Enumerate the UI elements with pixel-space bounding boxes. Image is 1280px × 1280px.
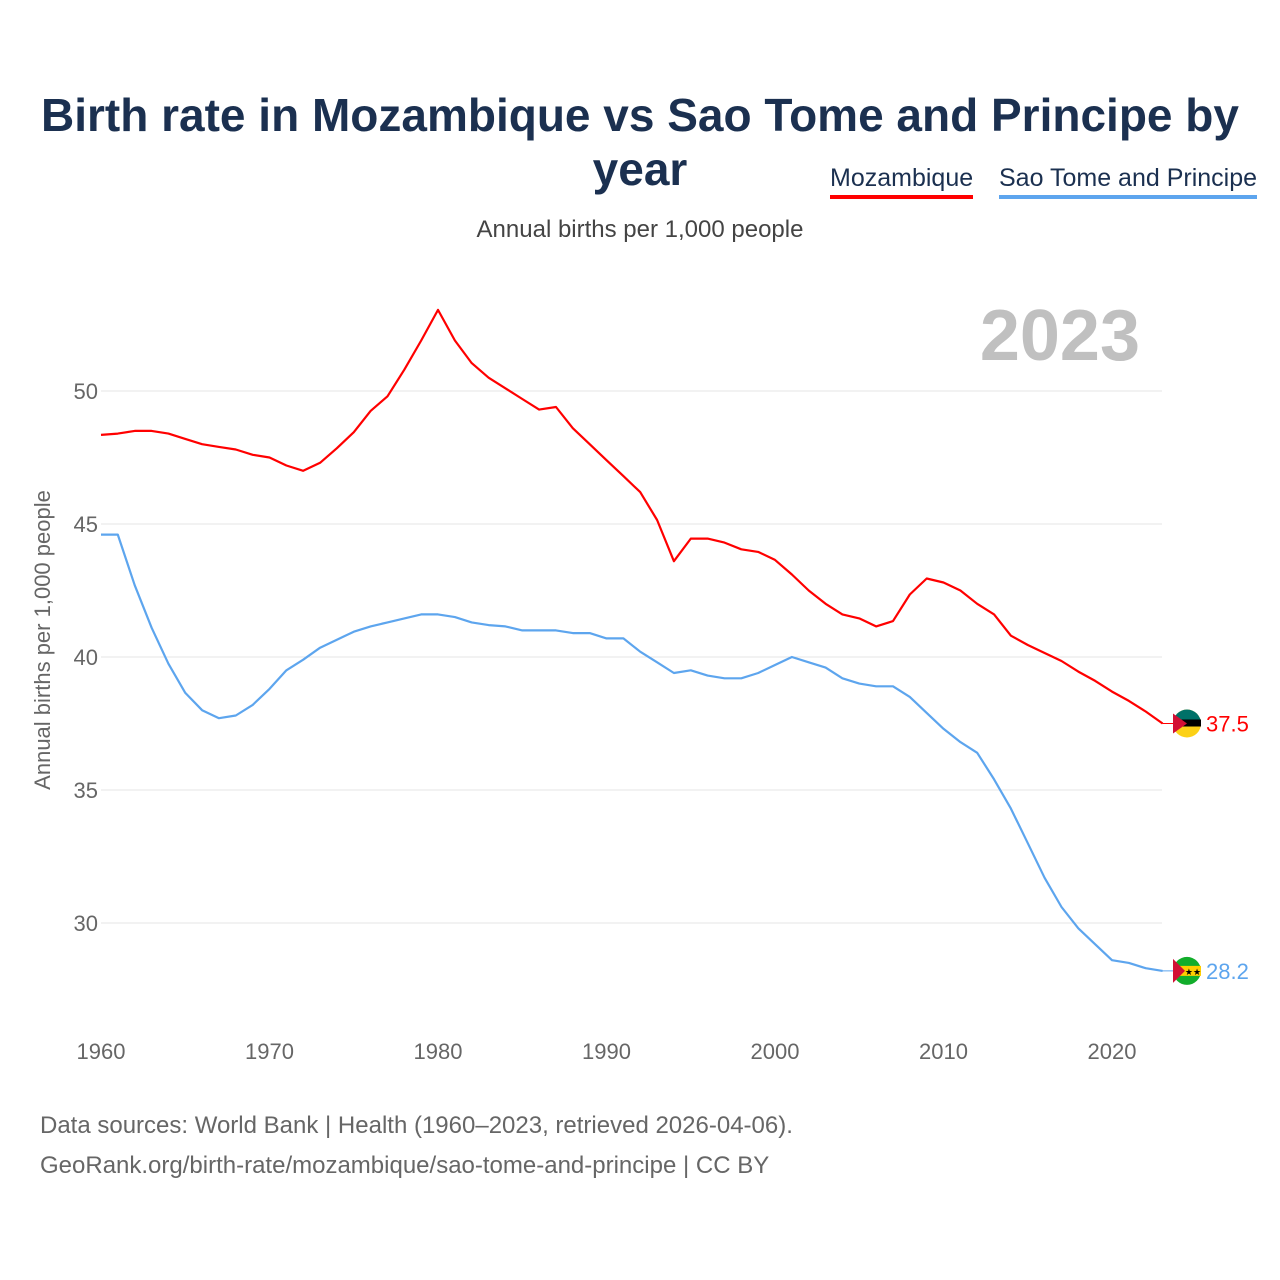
y-axis-label: Annual births per 1,000 people: [30, 490, 55, 790]
end-value-label: 37.5: [1206, 712, 1249, 737]
end-value-label: 28.2: [1206, 959, 1249, 984]
x-tick-label: 1970: [245, 1039, 294, 1064]
flag-part: [1173, 965, 1201, 976]
series-line-mozambique: [100, 308, 1164, 725]
source-link[interactable]: GeoRank.org/birth-rate/mozambique/sao-to…: [40, 1152, 770, 1179]
series-line-sao-tome-and-principe: [101, 533, 1163, 972]
x-tick-label: 1990: [582, 1039, 631, 1064]
y-tick-label: 35: [74, 778, 98, 803]
y-tick-label: 30: [74, 911, 98, 936]
flag-part: [1173, 713, 1187, 734]
y-tick-label: 50: [74, 379, 98, 404]
chart-subtitle: Annual births per 1,000 people: [476, 216, 804, 243]
flag-part: [1173, 719, 1201, 727]
legend-sao-tome-and-principe[interactable]: Sao Tome and Principe: [999, 164, 1258, 199]
chart-title: Birth rate in Mozambique vs Sao Tome and…: [41, 89, 1239, 195]
data-source: Data sources: World Bank | Health (1960–…: [40, 1112, 793, 1139]
y-tick-label: 45: [74, 512, 98, 537]
year-watermark: 2023: [980, 296, 1140, 376]
flag-stars: ★★: [1185, 967, 1201, 977]
legend-mozambique[interactable]: Mozambique: [830, 164, 974, 199]
y-tick-label: 40: [74, 645, 98, 670]
x-tick-label: 2000: [751, 1039, 800, 1064]
footer: Data sources: World Bank | Health (1960–…: [40, 1106, 793, 1186]
x-tick-label: 1960: [77, 1039, 126, 1064]
flag-part: [1173, 958, 1185, 983]
x-tick-label: 2020: [1088, 1039, 1137, 1064]
x-tick-label: 2010: [919, 1039, 968, 1064]
x-tick-label: 1980: [414, 1039, 463, 1064]
